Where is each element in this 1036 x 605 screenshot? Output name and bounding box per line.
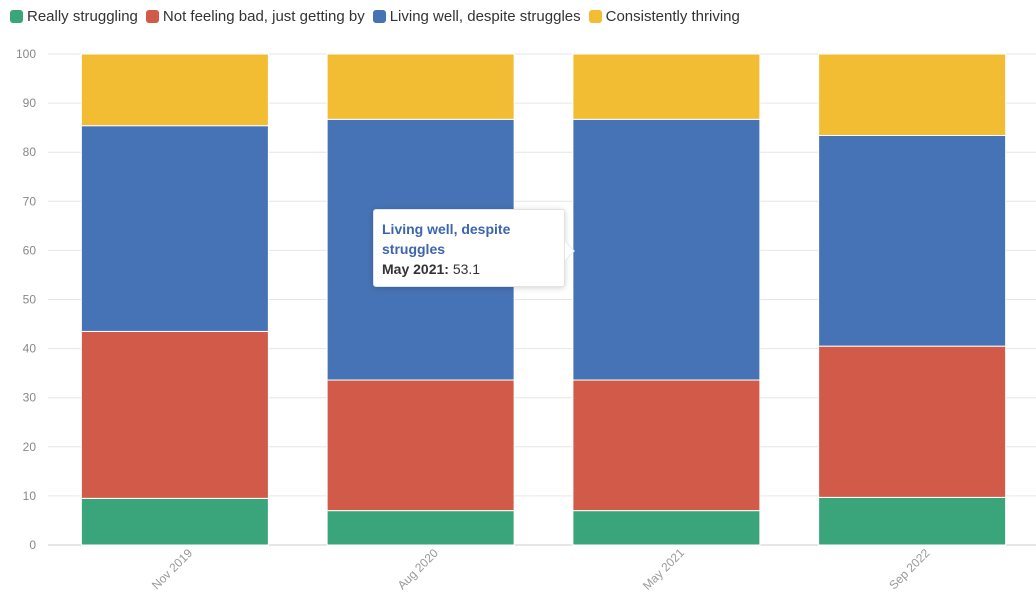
legend-swatch [10,10,23,23]
legend-swatch [145,10,159,23]
bar-segment [326,510,515,546]
y-tick-label: 0 [29,538,36,552]
legend-label: Consistently thriving [605,8,740,25]
legend-item[interactable]: Really struggling [10,8,138,25]
legend-item[interactable]: Consistently thriving [588,8,740,25]
y-tick-label: 20 [23,440,37,454]
bar-segment [818,53,1007,137]
legend-label: Living well, despite struggles [389,8,581,25]
bar-segment [326,53,515,120]
x-tick-label: Sep 2022 [886,546,932,592]
y-tick-label: 70 [23,194,37,208]
y-tick-label: 10 [23,489,37,503]
y-tick-label: 30 [23,391,37,405]
y-tick-label: 100 [16,47,36,61]
tooltip-arrow [565,242,574,260]
legend-item[interactable]: Living well, despite struggles [372,8,581,25]
bar-segment [818,345,1007,498]
legend-swatch [372,10,386,23]
y-tick-label: 40 [23,342,37,356]
bar-segment [818,496,1007,546]
bar-segment [572,53,761,120]
bar-segment [326,379,515,512]
bar-segment [818,135,1007,347]
bar-segment [80,125,269,332]
y-tick-label: 80 [23,145,37,159]
x-tick-label: May 2021 [640,545,687,592]
chart-legend: Really struggling Not feeling bad, just g… [10,8,748,25]
bar-segment [572,118,761,381]
legend-swatch [588,10,602,23]
tooltip-category: May 2021: [382,261,449,277]
bar-segment [572,510,761,546]
chart-tooltip: Living well, despite struggles May 2021:… [373,209,565,287]
bar-segment [572,379,761,512]
tooltip-series-name: Living well, despite struggles [382,221,511,257]
x-tick-label: Nov 2019 [149,546,195,592]
bar-segment [80,53,269,127]
legend-label: Really struggling [27,8,138,25]
tooltip-value: 53.1 [452,261,481,277]
y-tick-label: 60 [23,243,37,257]
y-tick-label: 90 [23,96,37,110]
bar-segment [80,497,269,546]
bar-segment [80,330,269,499]
y-tick-label: 50 [23,293,37,307]
x-tick-label: Aug 2020 [395,546,441,592]
legend-item[interactable]: Not feeling bad, just getting by [145,8,365,25]
legend-label: Not feeling bad, just getting by [162,8,365,25]
